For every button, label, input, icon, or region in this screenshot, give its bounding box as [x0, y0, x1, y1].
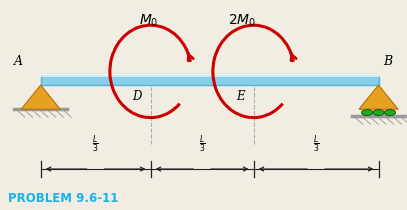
Circle shape [373, 110, 384, 116]
Text: $\frac{L}{3}$: $\frac{L}{3}$ [92, 134, 99, 155]
Polygon shape [21, 85, 60, 109]
Text: A: A [14, 55, 23, 68]
Text: $\frac{L}{3}$: $\frac{L}{3}$ [313, 134, 319, 155]
Text: E: E [236, 90, 245, 103]
Text: PROBLEM 9.6-11: PROBLEM 9.6-11 [8, 192, 118, 205]
Text: D: D [132, 90, 142, 103]
Circle shape [361, 110, 373, 116]
FancyBboxPatch shape [41, 74, 379, 85]
Text: $2M_0$: $2M_0$ [228, 13, 256, 29]
Text: $M_0$: $M_0$ [139, 13, 158, 29]
Text: B: B [383, 55, 392, 68]
Circle shape [384, 110, 396, 116]
Text: $\frac{L}{3}$: $\frac{L}{3}$ [199, 134, 206, 155]
Polygon shape [359, 85, 398, 109]
